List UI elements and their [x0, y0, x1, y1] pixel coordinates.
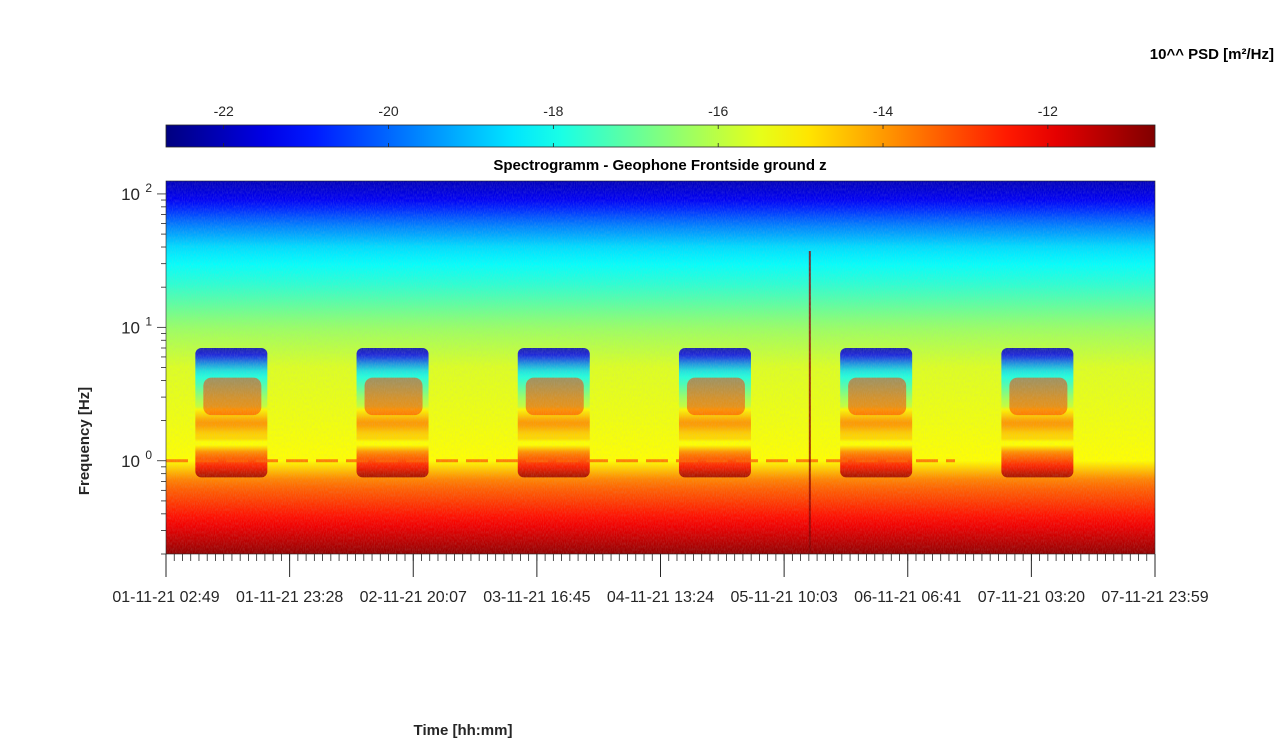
x-tick-label: 02-11-21 20:07: [360, 589, 467, 606]
x-tick-label: 05-11-21 10:03: [730, 589, 837, 606]
colorbar-tick-label: -18: [543, 103, 563, 119]
y-tick-label-exponent: 0: [145, 448, 152, 462]
chart-title: Spectrogramm - Geophone Frontside ground…: [493, 157, 826, 174]
colorbar: -22 -20 -18 -16 -14 -12: [165, 103, 1156, 148]
colorbar-label: 10^^ PSD [m²/Hz]: [1150, 46, 1274, 63]
colorbar-gradient: [165, 124, 1156, 148]
colorbar-tick-label: -20: [378, 103, 398, 119]
x-tick-label: 01-11-21 02:49: [112, 589, 219, 606]
y-tick-label: 10: [121, 318, 140, 337]
colorbar-tick-label: -22: [214, 103, 234, 119]
colorbar-tick-label: -14: [873, 103, 893, 119]
colorbar-tick-label: -16: [708, 103, 728, 119]
x-axis-label: Time [hh:mm]: [414, 722, 513, 739]
x-tick-label: 01-11-21 23:28: [236, 589, 343, 606]
y-tick-label: 10: [121, 452, 140, 471]
y-axis-label: Frequency [Hz]: [76, 387, 93, 495]
y-tick-label-exponent: 2: [145, 181, 152, 195]
x-tick-label: 04-11-21 13:24: [607, 589, 714, 606]
colorbar-tick-label: -12: [1038, 103, 1058, 119]
x-tick-label: 03-11-21 16:45: [483, 589, 590, 606]
x-tick-label: 07-11-21 03:20: [978, 589, 1085, 606]
noise-texture: [166, 181, 1155, 554]
x-tick-label: 07-11-21 23:59: [1101, 589, 1208, 606]
x-tick-label: 06-11-21 06:41: [854, 589, 961, 606]
y-tick-label-exponent: 1: [145, 314, 152, 328]
x-axis: 01-11-21 02:49 01-11-21 23:28 02-11-21 20:…: [112, 554, 1209, 606]
plot-area: [166, 181, 1155, 554]
y-tick-label: 10: [121, 185, 140, 204]
y-axis: 10 0 10 1 10 2: [121, 181, 166, 555]
